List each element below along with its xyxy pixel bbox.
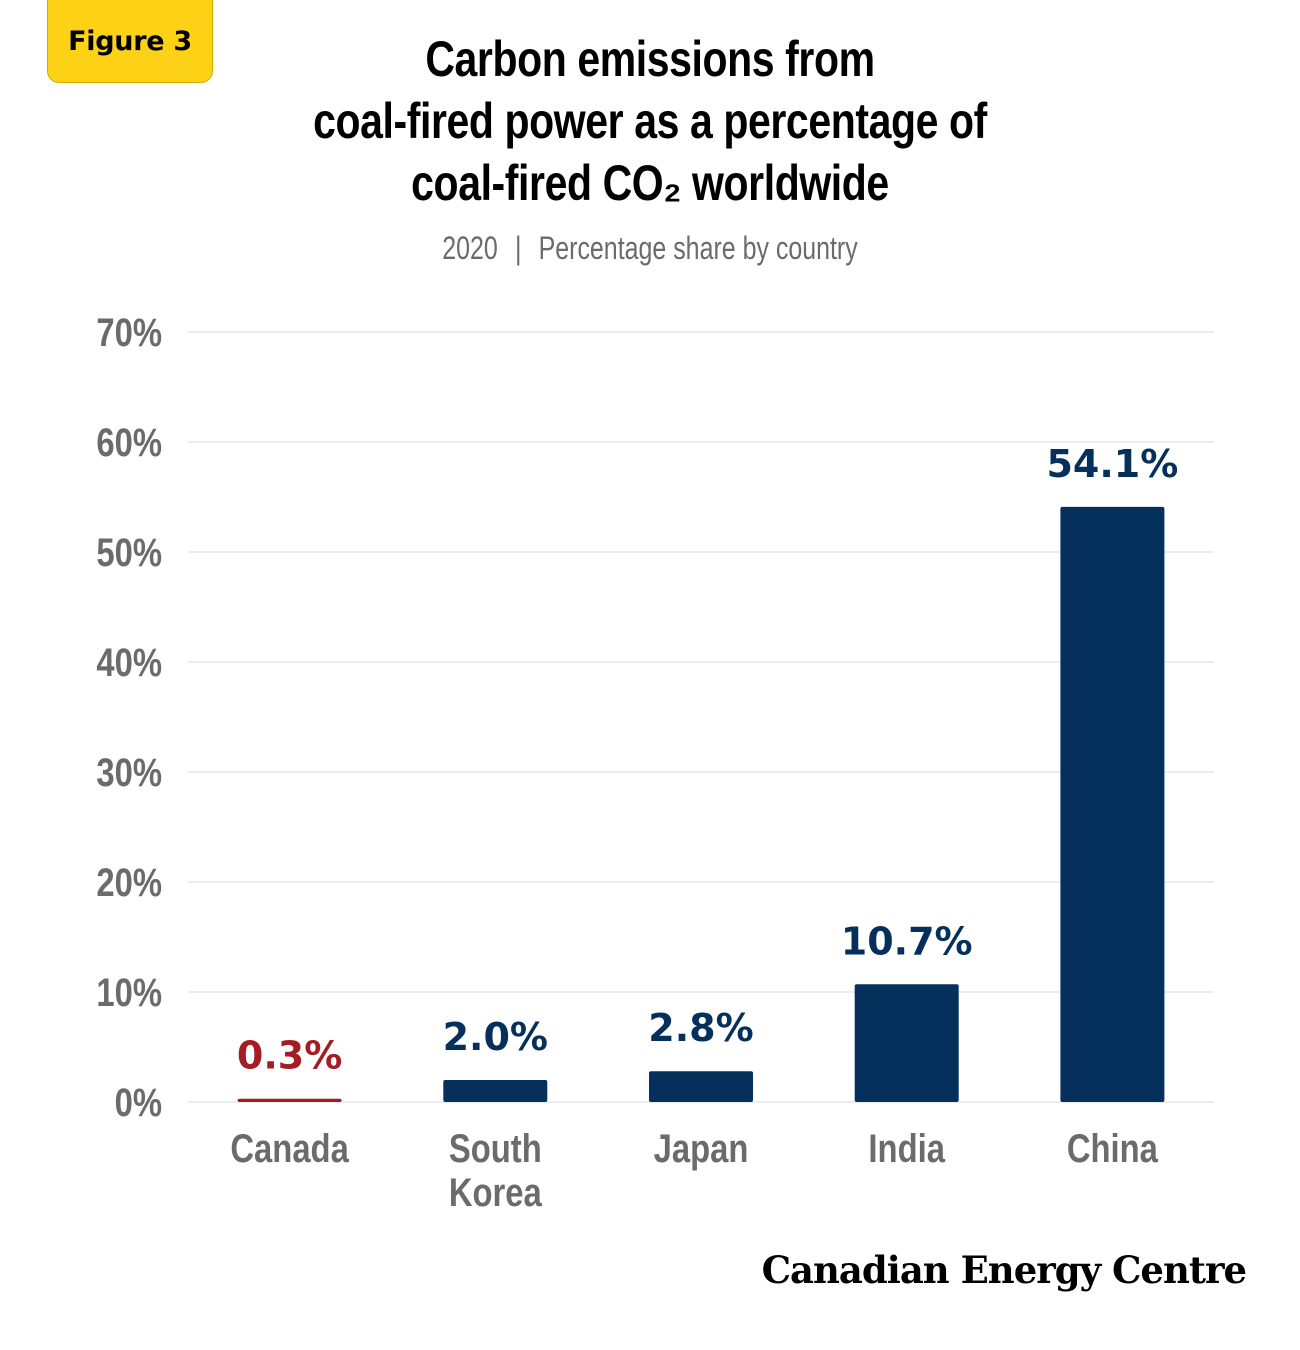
figure-badge-label: Figure 3	[68, 25, 192, 57]
subtitle-separator: |	[514, 230, 522, 266]
data-label: 0.3%	[237, 1034, 342, 1078]
y-tick-label: 0%	[115, 1080, 162, 1125]
chart-title-line-2: coal-fired power as a percentage of	[313, 93, 987, 149]
y-tick-label: 70%	[96, 310, 162, 355]
y-tick-label: 20%	[96, 860, 162, 905]
bar	[237, 1098, 342, 1102]
x-tick-label: South Korea	[449, 1126, 543, 1215]
x-tick-label: Canada	[230, 1126, 349, 1171]
figure-badge: Figure 3	[47, 0, 213, 83]
chart-subtitle: 2020 | Percentage share by country	[260, 230, 1040, 267]
y-tick-label: 40%	[96, 640, 162, 685]
y-tick-label: 50%	[96, 530, 162, 575]
bar	[854, 984, 959, 1102]
data-label: 10.7%	[841, 919, 973, 963]
data-label: 2.8%	[648, 1006, 753, 1050]
data-label: 54.1%	[1046, 442, 1178, 486]
bar	[443, 1080, 548, 1102]
subtitle-year: 2020	[442, 230, 498, 266]
y-tick-label: 60%	[96, 420, 162, 465]
subtitle-text: Percentage share by country	[538, 230, 858, 266]
chart-title-line-1: Carbon emissions from	[425, 31, 875, 87]
y-tick-label: 30%	[96, 750, 162, 795]
data-label: 2.0%	[443, 1015, 548, 1059]
bar	[1060, 506, 1165, 1102]
x-tick-label: China	[1067, 1126, 1159, 1171]
chart-title-line-3: coal-fired CO₂ worldwide	[411, 155, 889, 211]
chart-title: Carbon emissions from coal-fired power a…	[240, 28, 1060, 214]
y-tick-label: 10%	[96, 970, 162, 1015]
x-tick-label: India	[868, 1126, 945, 1171]
x-tick-label: Japan	[654, 1126, 749, 1171]
source-logo: Canadian Energy Centre	[761, 1248, 1247, 1292]
bar	[649, 1071, 753, 1102]
